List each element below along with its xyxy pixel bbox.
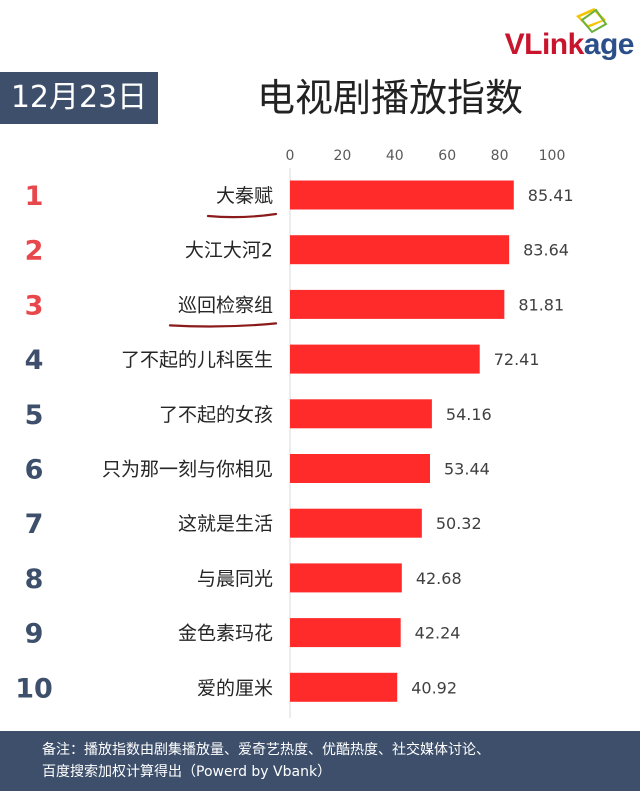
highlight-underline [206,212,278,219]
category-label: 巡回检察组 [178,294,273,316]
rank-number: 8 [25,564,44,595]
logo-envelope-icon [576,8,608,34]
footer-note: 备注：播放指数由剧集播放量、爱奇艺热度、优酷热度、社交媒体讨论、 百度搜索加权计… [0,731,640,791]
logo-text: VLinkage [504,28,635,61]
rank-number: 1 [25,181,44,212]
x-tick-label: 60 [438,148,456,164]
bar [290,672,398,702]
rank-number: 3 [25,290,44,321]
value-label: 83.64 [523,241,569,260]
category-label: 只为那一刻与你相见 [102,459,273,481]
rank-number: 5 [25,400,44,431]
rank-number: 6 [25,455,44,486]
bar [290,235,510,265]
bar [290,399,432,429]
rank-number: 9 [25,619,44,650]
bar [290,563,402,593]
bar [290,289,505,319]
x-tick-label: 40 [386,148,404,164]
category-label: 这就是生活 [178,513,273,535]
bar [290,508,422,538]
x-tick-label: 20 [333,148,351,164]
value-label: 81.81 [518,295,564,314]
bar [290,180,514,210]
value-label: 40.92 [411,678,457,697]
value-label: 54.16 [446,405,492,424]
rank-number: 7 [25,509,44,540]
bar [290,454,431,483]
category-label: 大江大河2 [185,240,273,262]
rank-number: 10 [15,673,53,704]
rank-number: 4 [25,345,44,376]
value-label: 72.41 [494,350,540,369]
bar [290,618,401,648]
x-tick-label: 0 [286,148,295,164]
brand-logo: VLinkage [464,6,635,66]
page-title: 电视剧播放指数 [256,76,523,120]
rank-number: 2 [25,236,44,267]
x-tick-label: 80 [491,148,509,164]
bar [290,344,480,374]
category-label: 与晨同光 [197,568,273,590]
category-label: 爱的厘米 [197,677,273,699]
value-label: 85.41 [528,186,574,205]
category-label: 了不起的儿科医生 [121,349,273,371]
highlight-underline [168,322,278,328]
category-label: 大秦赋 [216,185,273,207]
x-tick-label: 100 [539,148,566,164]
category-label: 了不起的女孩 [159,404,273,426]
value-label: 42.24 [415,624,461,643]
date-badge: 12月23日 [0,72,158,124]
value-label: 42.68 [416,569,462,588]
footer-note-line-1: 备注：播放指数由剧集播放量、爱奇艺热度、优酷热度、社交媒体讨论、 [42,742,490,758]
category-label: 金色素玛花 [178,623,273,645]
value-label: 53.44 [444,460,490,479]
footer-note-line-2: 百度搜索加权计算得出（Powerd by Vbank） [42,764,332,780]
value-label: 50.32 [436,514,482,533]
